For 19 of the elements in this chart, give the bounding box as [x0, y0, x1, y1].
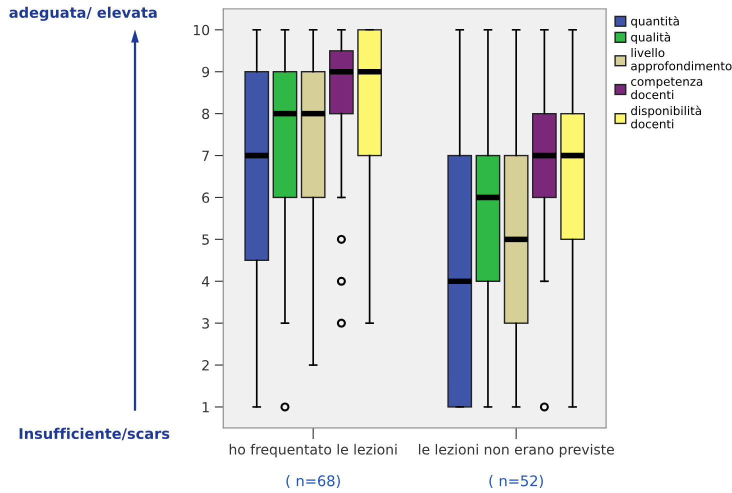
text: adeguata/ elevata: [9, 6, 157, 21]
y-tick-label: 2: [202, 360, 209, 370]
y-tick-label: 5: [202, 234, 209, 245]
y-tick-label: 6: [202, 192, 210, 203]
text: Insufficiente/scars: [20, 428, 170, 440]
y-tick-label: 1: [202, 402, 209, 412]
x-tick-label: ho frequentato le lezioni: [230, 444, 397, 458]
y-tick-label: 9: [202, 66, 210, 78]
y-tick-label: 8: [202, 108, 210, 120]
legend-label: disponibilità docenti: [631, 106, 701, 128]
text: ( n=68): [286, 475, 340, 488]
y-tick-label: 7: [202, 150, 209, 161]
y-tick-label: 4: [202, 276, 210, 287]
text: ( n=52): [489, 475, 543, 488]
legend-label: qualità: [631, 32, 670, 44]
y-tick-label: 3: [202, 318, 209, 329]
y-tick-label: 10: [194, 24, 210, 36]
legend-label: quantità: [631, 16, 679, 28]
x-tick-label: le lezioni non erano previste: [418, 444, 614, 458]
